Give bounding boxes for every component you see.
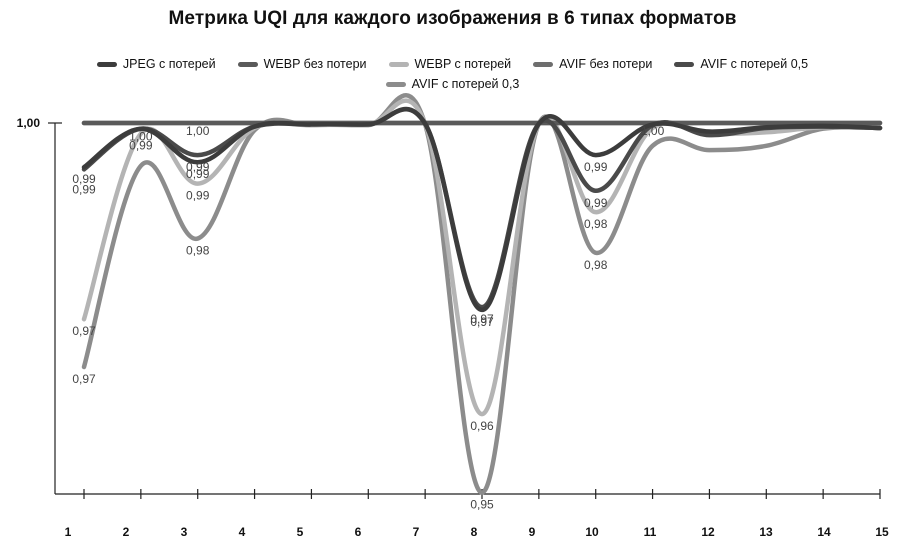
data-label: 0,97 — [470, 315, 494, 329]
data-label: 1,00 — [129, 130, 153, 144]
x-tick-label: 6 — [355, 525, 362, 539]
x-tick-label: 10 — [585, 525, 599, 539]
data-label: 0,97 — [72, 372, 96, 386]
chart-legend: JPEG с потерей WEBP без потери WEBP с по… — [0, 54, 905, 94]
legend-swatch — [96, 61, 117, 67]
legend-label: WEBP без потери — [263, 57, 367, 71]
x-tick-label: 3 — [181, 525, 188, 539]
legend-row-2: AVIF с потерей 0,3 — [0, 74, 905, 94]
legend-swatch — [388, 61, 409, 67]
y-tick-label: 1,00 — [17, 116, 41, 130]
legend-swatch — [533, 61, 554, 67]
data-label: 0,97 — [470, 312, 494, 326]
legend-row-1: JPEG с потерей WEBP без потери WEBP с по… — [0, 54, 905, 74]
x-tick-label: 9 — [529, 525, 536, 539]
data-label: 0,99 — [72, 182, 96, 196]
data-label: 0,99 — [129, 139, 153, 153]
x-tick-label: 11 — [644, 525, 657, 539]
data-label: 0,99 — [72, 172, 96, 186]
x-tick-label: 13 — [759, 525, 773, 539]
legend-swatch — [385, 81, 406, 87]
series-line-5 — [81, 93, 883, 495]
legend-label: AVIF с потерей 0,5 — [700, 57, 809, 71]
legend-item-avif-lossy-05: AVIF с потерей 0,5 — [674, 57, 808, 71]
x-tick-label: 12 — [701, 525, 715, 539]
chart-title: Метрика UQI для каждого изображения в 6 … — [168, 8, 737, 29]
data-label: 0,98 — [584, 258, 608, 272]
legend-item-avif-lossless: AVIF без потери — [533, 57, 652, 71]
x-tick-label: 7 — [413, 525, 420, 539]
x-tick-label: 15 — [875, 525, 889, 539]
series-line-4 — [81, 107, 883, 310]
legend-swatch — [237, 61, 258, 67]
x-tick-label: 14 — [817, 525, 831, 539]
data-label: 1,00 — [186, 124, 210, 138]
data-label: 0,99 — [186, 189, 210, 203]
data-label: 0,99 — [584, 196, 608, 210]
legend-item-jpeg-lossy: JPEG с потерей — [96, 57, 216, 71]
x-tick-label: 1 — [65, 525, 72, 539]
data-label: 0,99 — [186, 160, 210, 174]
legend-label: AVIF с потерей 0,3 — [411, 77, 520, 91]
legend-item-webp-lossy: WEBP с потерей — [388, 57, 512, 71]
x-tick-label: 8 — [471, 525, 478, 539]
data-label: 1,00 — [641, 124, 665, 138]
legend-swatch — [674, 61, 695, 67]
x-tick-label: 4 — [239, 525, 246, 539]
legend-item-webp-lossless: WEBP без потери — [237, 57, 367, 71]
data-label: 0,98 — [186, 244, 210, 258]
data-label: 0,97 — [72, 324, 96, 338]
legend-label: AVIF без потери — [559, 57, 653, 71]
x-tick-label: 5 — [297, 525, 304, 539]
legend-item-avif-lossy-03: AVIF с потерей 0,3 — [385, 77, 520, 91]
data-label: 0,95 — [470, 498, 494, 512]
x-tick-label: 2 — [123, 525, 130, 539]
data-label: 0,98 — [584, 217, 608, 231]
legend-label: JPEG с потерей — [122, 57, 216, 71]
series-line-0 — [81, 106, 883, 313]
data-label: 0,99 — [584, 160, 608, 174]
data-label: 0,99 — [186, 167, 210, 181]
data-label: 0,96 — [470, 419, 494, 433]
legend-label: WEBP с потерей — [414, 57, 512, 71]
